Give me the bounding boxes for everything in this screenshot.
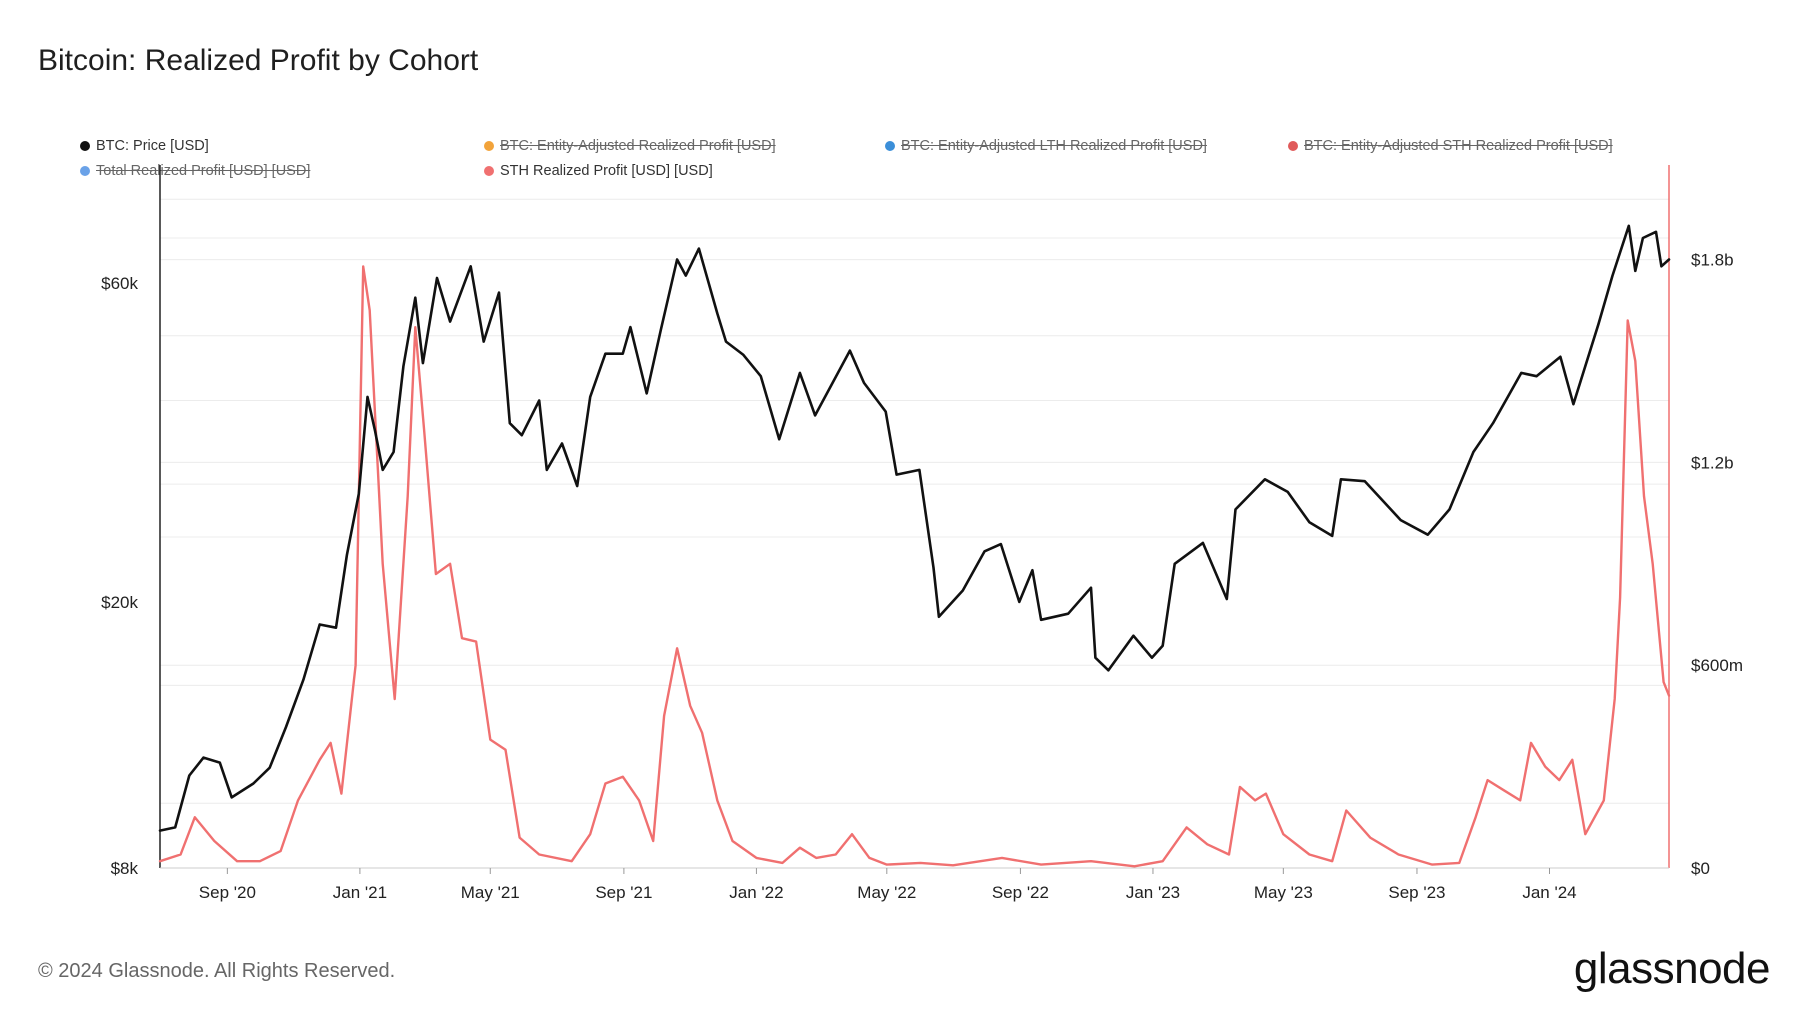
series-sth-realized-profit-line[interactable] [158, 265, 1671, 868]
right-tick-label: $0 [1691, 859, 1710, 878]
legend-item-lth-realized-profit[interactable]: BTC: Entity-Adjusted LTH Realized Profit… [885, 138, 1207, 154]
legend-label: STH Realized Profit [USD] [USD] [500, 163, 713, 179]
series-btc-price-line[interactable] [158, 224, 1671, 832]
left-axis-ticks: $8k $20k $60k [101, 274, 138, 878]
x-tick-label: May '23 [1254, 883, 1313, 902]
left-tick-label: $60k [101, 274, 138, 293]
legend-dot-icon [484, 166, 494, 176]
legend-dot-icon [1288, 141, 1298, 151]
legend: BTC: Price [USD] BTC: Entity-Adjusted Re… [80, 138, 1640, 198]
legend-item-total-realized-profit[interactable]: Total Realized Profit [USD] [USD] [80, 163, 310, 179]
gridlines [160, 198, 1669, 869]
copyright-footer: © 2024 Glassnode. All Rights Reserved. [38, 960, 396, 982]
x-axis-ticks: Sep '20 Jan '21 May '21 Sep '21 Jan '22 May '… [199, 868, 1577, 902]
legend-dot-icon [484, 141, 494, 151]
legend-dot-icon [80, 166, 90, 176]
chart-title: Bitcoin: Realized Profit by Cohort [38, 44, 479, 77]
left-tick-label: $20k [101, 593, 138, 612]
legend-item-entity-sth-realized-profit[interactable]: BTC: Entity-Adjusted STH Realized Profit… [1288, 138, 1613, 154]
legend-dot-icon [80, 141, 90, 151]
right-axis-ticks: $0 $600m $1.2b $1.8b [1691, 251, 1743, 878]
legend-label: BTC: Price [USD] [96, 138, 209, 154]
legend-item-sth-realized-profit[interactable]: STH Realized Profit [USD] [USD] [484, 163, 713, 179]
x-tick-label: Sep '21 [595, 883, 652, 902]
right-tick-label: $600m [1691, 656, 1743, 675]
series-lines [158, 224, 1671, 868]
x-tick-label: Jan '22 [729, 883, 783, 902]
x-tick-label: Jan '21 [333, 883, 387, 902]
x-tick-label: Jan '23 [1126, 883, 1180, 902]
legend-label: Total Realized Profit [USD] [USD] [96, 163, 311, 179]
x-tick-label: Sep '22 [992, 883, 1049, 902]
x-tick-label: May '22 [857, 883, 916, 902]
legend-dot-icon [885, 141, 895, 151]
axes [159, 165, 1670, 869]
legend-item-btc-price[interactable]: BTC: Price [USD] [80, 138, 209, 154]
legend-label: BTC: Entity-Adjusted STH Realized Profit… [1304, 138, 1613, 154]
legend-label: BTC: Entity-Adjusted LTH Realized Profit… [901, 138, 1207, 154]
x-tick-label: May '21 [461, 883, 520, 902]
x-tick-label: Sep '23 [1388, 883, 1445, 902]
glassnode-logo: glassnode [1573, 944, 1771, 993]
x-tick-label: Jan '24 [1522, 883, 1576, 902]
left-tick-label: $8k [111, 859, 139, 878]
x-tick-label: Sep '20 [199, 883, 256, 902]
right-tick-label: $1.8b [1691, 251, 1734, 270]
right-tick-label: $1.2b [1691, 453, 1734, 472]
legend-item-entity-adjusted-realized-profit[interactable]: BTC: Entity-Adjusted Realized Profit [US… [484, 138, 776, 154]
legend-label: BTC: Entity-Adjusted Realized Profit [US… [500, 138, 776, 154]
